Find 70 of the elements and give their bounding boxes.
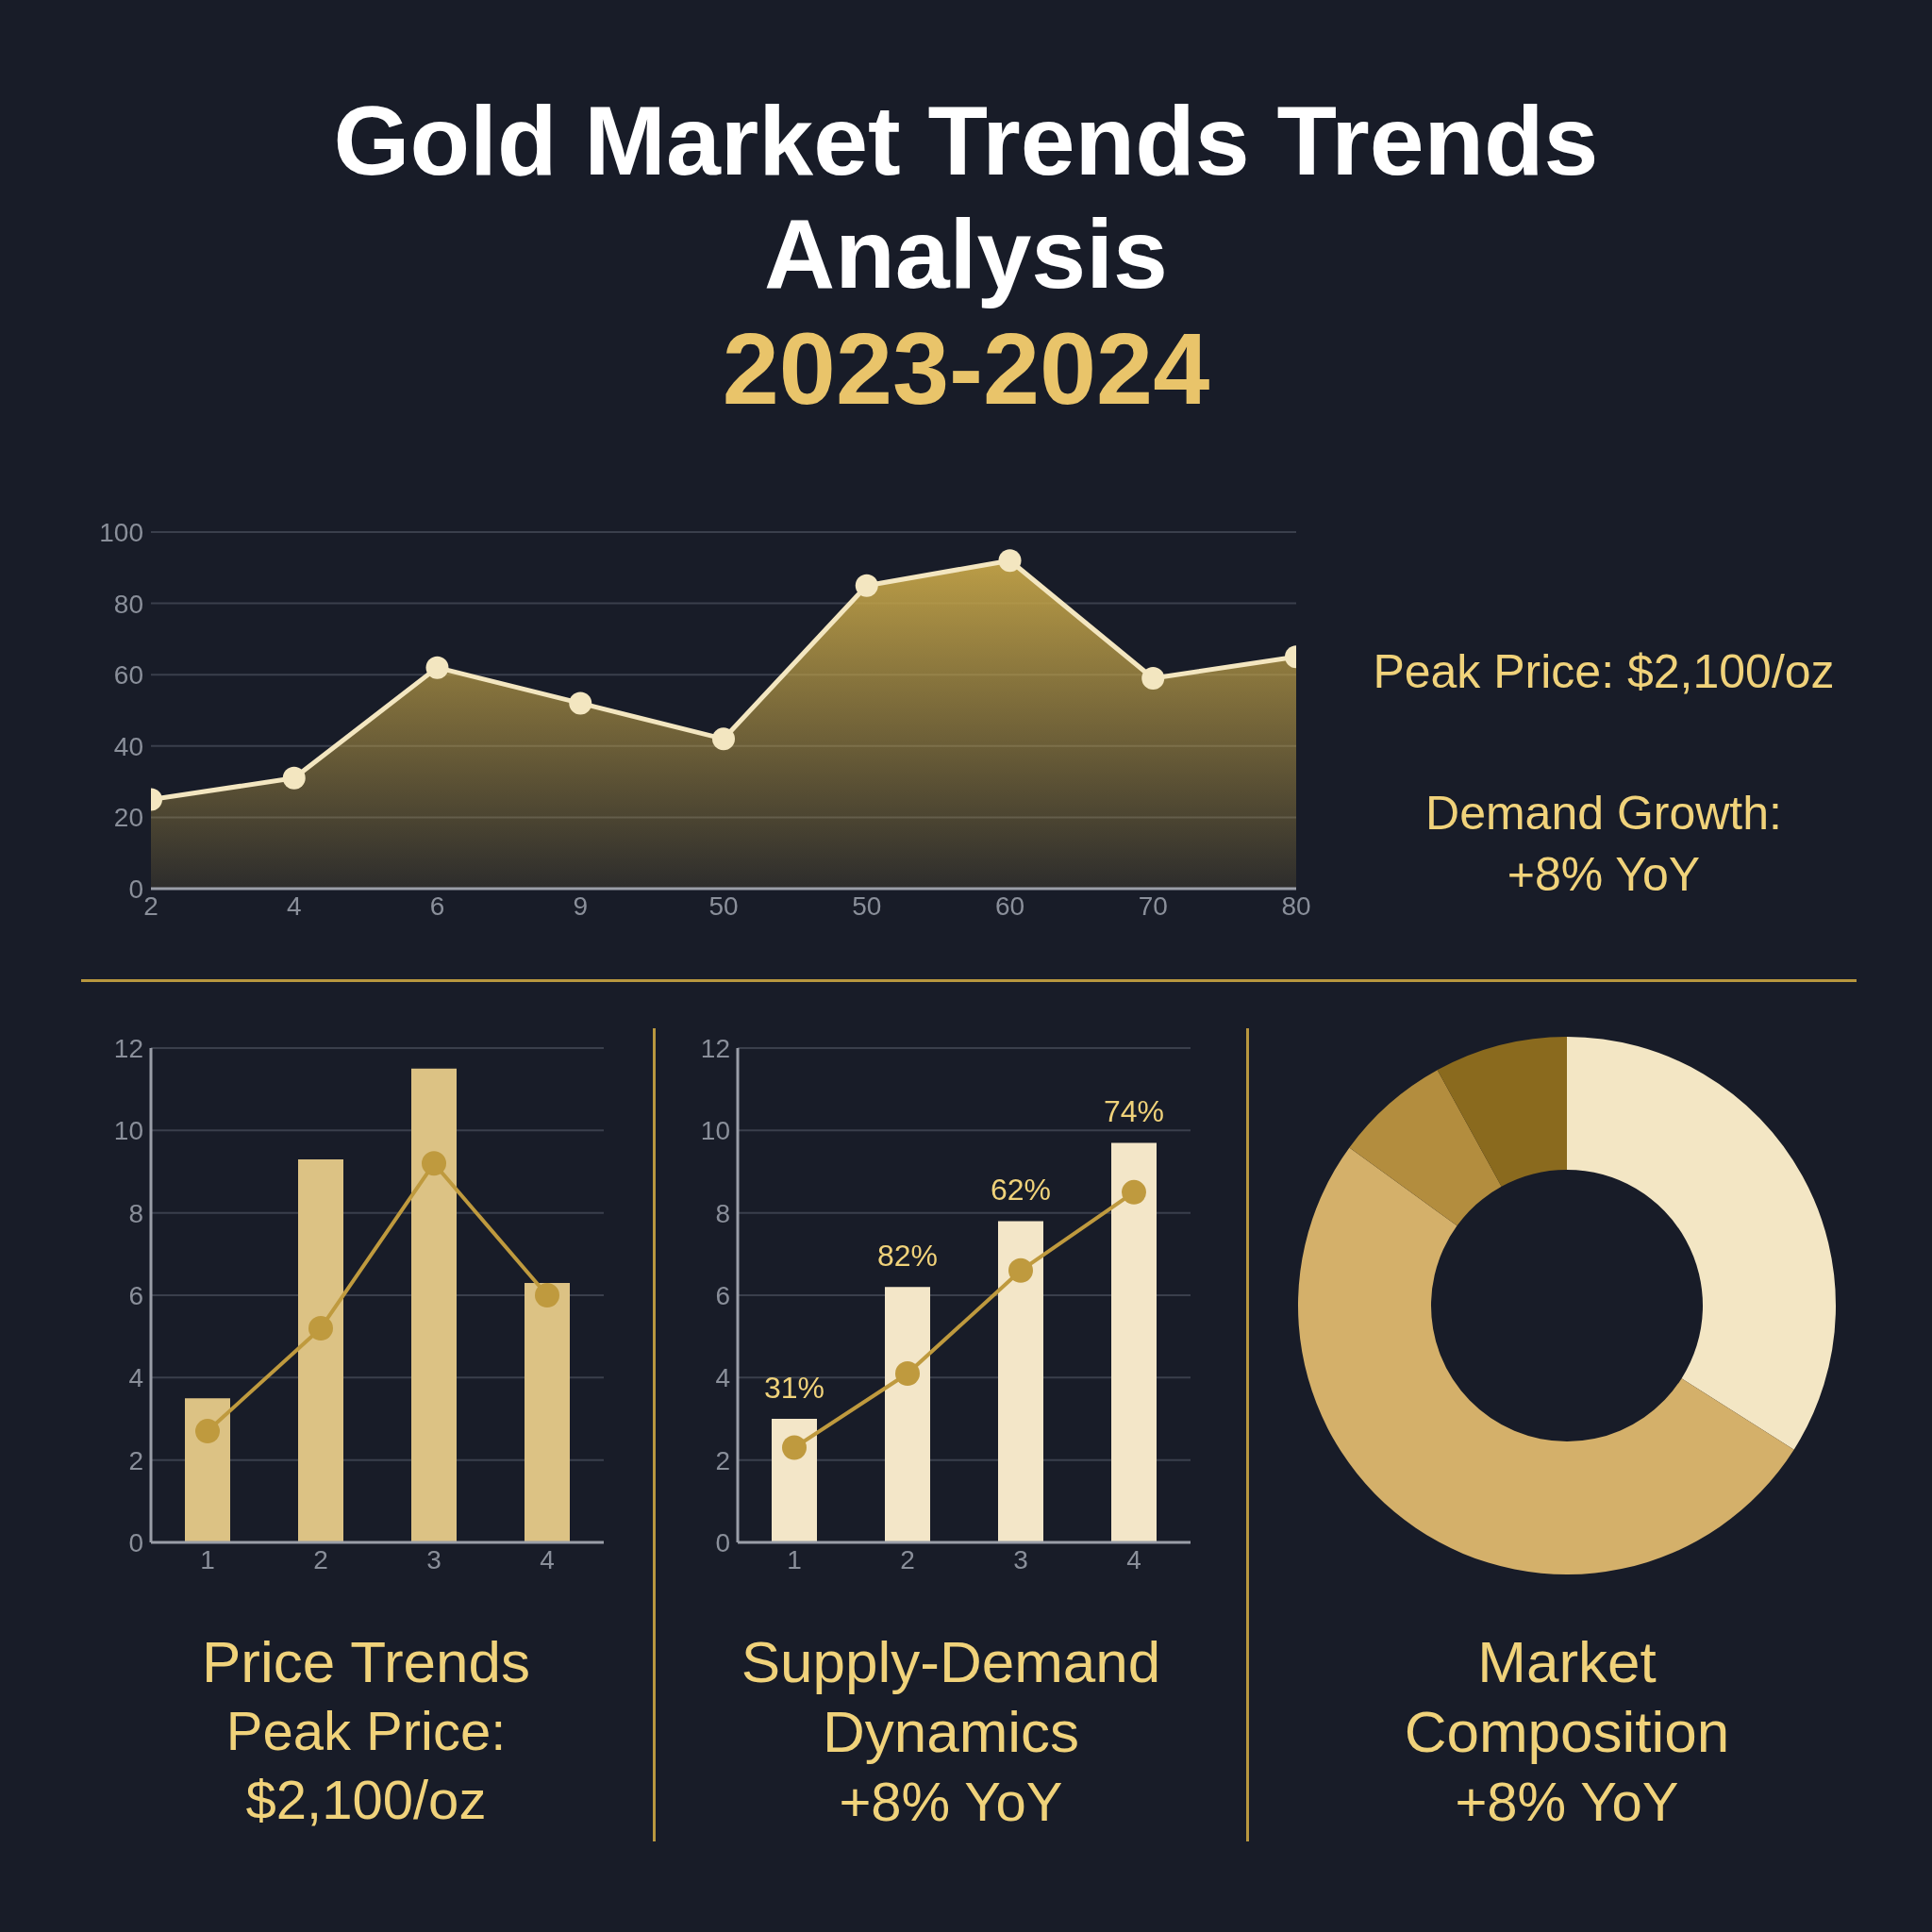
text: +8% YoY bbox=[838, 1769, 1064, 1834]
y-tick-label: 4 bbox=[128, 1363, 143, 1393]
bar bbox=[772, 1419, 817, 1542]
text: Peak Price: $2,100/oz bbox=[1372, 644, 1836, 700]
y-tick-label: 8 bbox=[715, 1198, 730, 1228]
x-tick-label: 6 bbox=[429, 891, 445, 921]
y-tick-label: 10 bbox=[700, 1116, 730, 1146]
text: Market Composition bbox=[1403, 1628, 1731, 1767]
y-tick-label: 2 bbox=[715, 1445, 730, 1475]
x-tick-label: 3 bbox=[426, 1544, 441, 1574]
chart-subtitle: 2023-2024 bbox=[721, 310, 1211, 428]
y-tick-label: 12 bbox=[700, 1033, 730, 1063]
point bbox=[195, 1419, 220, 1444]
text: Peak Price: $2,100/oz bbox=[225, 1699, 508, 1832]
bar bbox=[525, 1282, 570, 1542]
annotation: 62% bbox=[990, 1173, 1052, 1208]
y-tick-label: 12 bbox=[113, 1033, 143, 1063]
y-tick-label: 100 bbox=[99, 517, 143, 547]
y-tick-label: 6 bbox=[128, 1280, 143, 1310]
x-tick-label: 1 bbox=[200, 1544, 215, 1574]
x-tick-label: 9 bbox=[573, 891, 589, 921]
x-tick-label: 1 bbox=[787, 1544, 802, 1574]
point bbox=[535, 1283, 559, 1307]
point bbox=[1008, 1257, 1033, 1283]
x-tick-label: 3 bbox=[1013, 1544, 1028, 1574]
point bbox=[895, 1360, 920, 1386]
bar bbox=[885, 1287, 930, 1542]
donut-slice bbox=[1349, 1070, 1502, 1226]
text: +8% YoY bbox=[1454, 1769, 1680, 1834]
chart-title: Gold Market Trends Trends Analysis bbox=[332, 85, 1600, 310]
y-tick-label: 6 bbox=[715, 1280, 730, 1310]
y-tick-label: 40 bbox=[113, 731, 143, 761]
y-tick-label: 0 bbox=[128, 1527, 143, 1557]
text: Price Trends bbox=[201, 1628, 531, 1696]
bar bbox=[411, 1068, 457, 1542]
y-tick-label: 10 bbox=[113, 1116, 143, 1146]
y-tick-label: 20 bbox=[113, 803, 143, 833]
donut-slice bbox=[1437, 1037, 1567, 1187]
text: Demand Growth: +8% YoY bbox=[1424, 786, 1783, 903]
text: Supply-Demand Dynamics bbox=[740, 1628, 1162, 1767]
point bbox=[782, 1435, 807, 1460]
point bbox=[308, 1315, 333, 1341]
x-tick-label: 4 bbox=[1126, 1544, 1141, 1574]
x-tick-label: 2 bbox=[313, 1544, 328, 1574]
y-tick-label: 2 bbox=[128, 1445, 143, 1475]
y-tick-label: 80 bbox=[113, 589, 143, 619]
x-tick-label: 4 bbox=[286, 891, 302, 921]
bar bbox=[998, 1221, 1043, 1542]
annotation: 82% bbox=[876, 1239, 939, 1274]
x-tick-label: 4 bbox=[540, 1544, 555, 1574]
annotation: 31% bbox=[763, 1371, 825, 1405]
bar bbox=[298, 1158, 343, 1542]
point bbox=[422, 1151, 446, 1176]
y-tick-label: 4 bbox=[715, 1363, 730, 1393]
y-tick-label: 0 bbox=[715, 1527, 730, 1557]
x-tick-label: 2 bbox=[900, 1544, 915, 1574]
bar bbox=[185, 1398, 230, 1542]
y-tick-label: 0 bbox=[128, 874, 143, 904]
y-tick-label: 8 bbox=[128, 1198, 143, 1228]
x-tick-label: 70 bbox=[1138, 891, 1168, 921]
point bbox=[1122, 1179, 1146, 1205]
x-tick-label: 60 bbox=[994, 891, 1025, 921]
x-tick-label: 50 bbox=[708, 891, 739, 921]
annotation: 74% bbox=[1103, 1094, 1165, 1129]
bar bbox=[1111, 1142, 1157, 1542]
y-tick-label: 60 bbox=[113, 660, 143, 691]
donut-slice bbox=[1298, 1147, 1794, 1574]
x-tick-label: 80 bbox=[1281, 891, 1311, 921]
donut-slice bbox=[1567, 1037, 1836, 1450]
x-tick-label: 50 bbox=[852, 891, 882, 921]
